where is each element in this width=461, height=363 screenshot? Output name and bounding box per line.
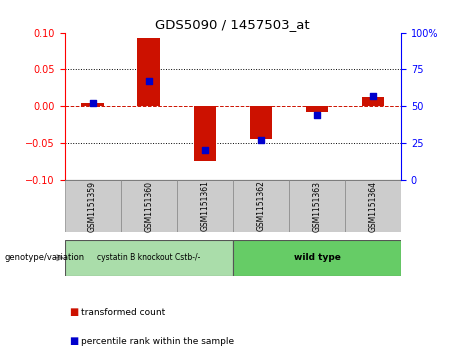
Text: GSM1151364: GSM1151364: [368, 180, 378, 232]
Text: GSM1151361: GSM1151361: [200, 181, 209, 232]
Bar: [306, 106, 328, 112]
Bar: [137, 38, 160, 106]
Bar: [65, 180, 121, 232]
Point: [145, 78, 152, 84]
Point: [201, 147, 208, 153]
Bar: [233, 180, 289, 232]
Bar: [194, 106, 216, 162]
Bar: [177, 180, 233, 232]
Point: [313, 112, 321, 118]
Point: [257, 137, 265, 143]
Bar: [362, 97, 384, 106]
Bar: [289, 180, 345, 232]
Text: GSM1151362: GSM1151362: [256, 181, 266, 232]
Text: wild type: wild type: [294, 253, 340, 262]
Text: ■: ■: [69, 336, 78, 346]
Text: cystatin B knockout Cstb-/-: cystatin B knockout Cstb-/-: [97, 253, 201, 262]
Bar: [65, 240, 233, 276]
Point: [89, 101, 96, 106]
Text: GSM1151360: GSM1151360: [144, 180, 153, 232]
Text: transformed count: transformed count: [81, 308, 165, 317]
Text: percentile rank within the sample: percentile rank within the sample: [81, 337, 234, 346]
Point: [369, 93, 377, 99]
Bar: [250, 106, 272, 139]
Bar: [121, 180, 177, 232]
Text: ■: ■: [69, 307, 78, 317]
Title: GDS5090 / 1457503_at: GDS5090 / 1457503_at: [155, 19, 310, 32]
Text: genotype/variation: genotype/variation: [5, 253, 85, 262]
Text: GSM1151363: GSM1151363: [313, 180, 321, 232]
Bar: [233, 240, 401, 276]
Bar: [82, 102, 104, 106]
Bar: [345, 180, 401, 232]
Text: GSM1151359: GSM1151359: [88, 180, 97, 232]
